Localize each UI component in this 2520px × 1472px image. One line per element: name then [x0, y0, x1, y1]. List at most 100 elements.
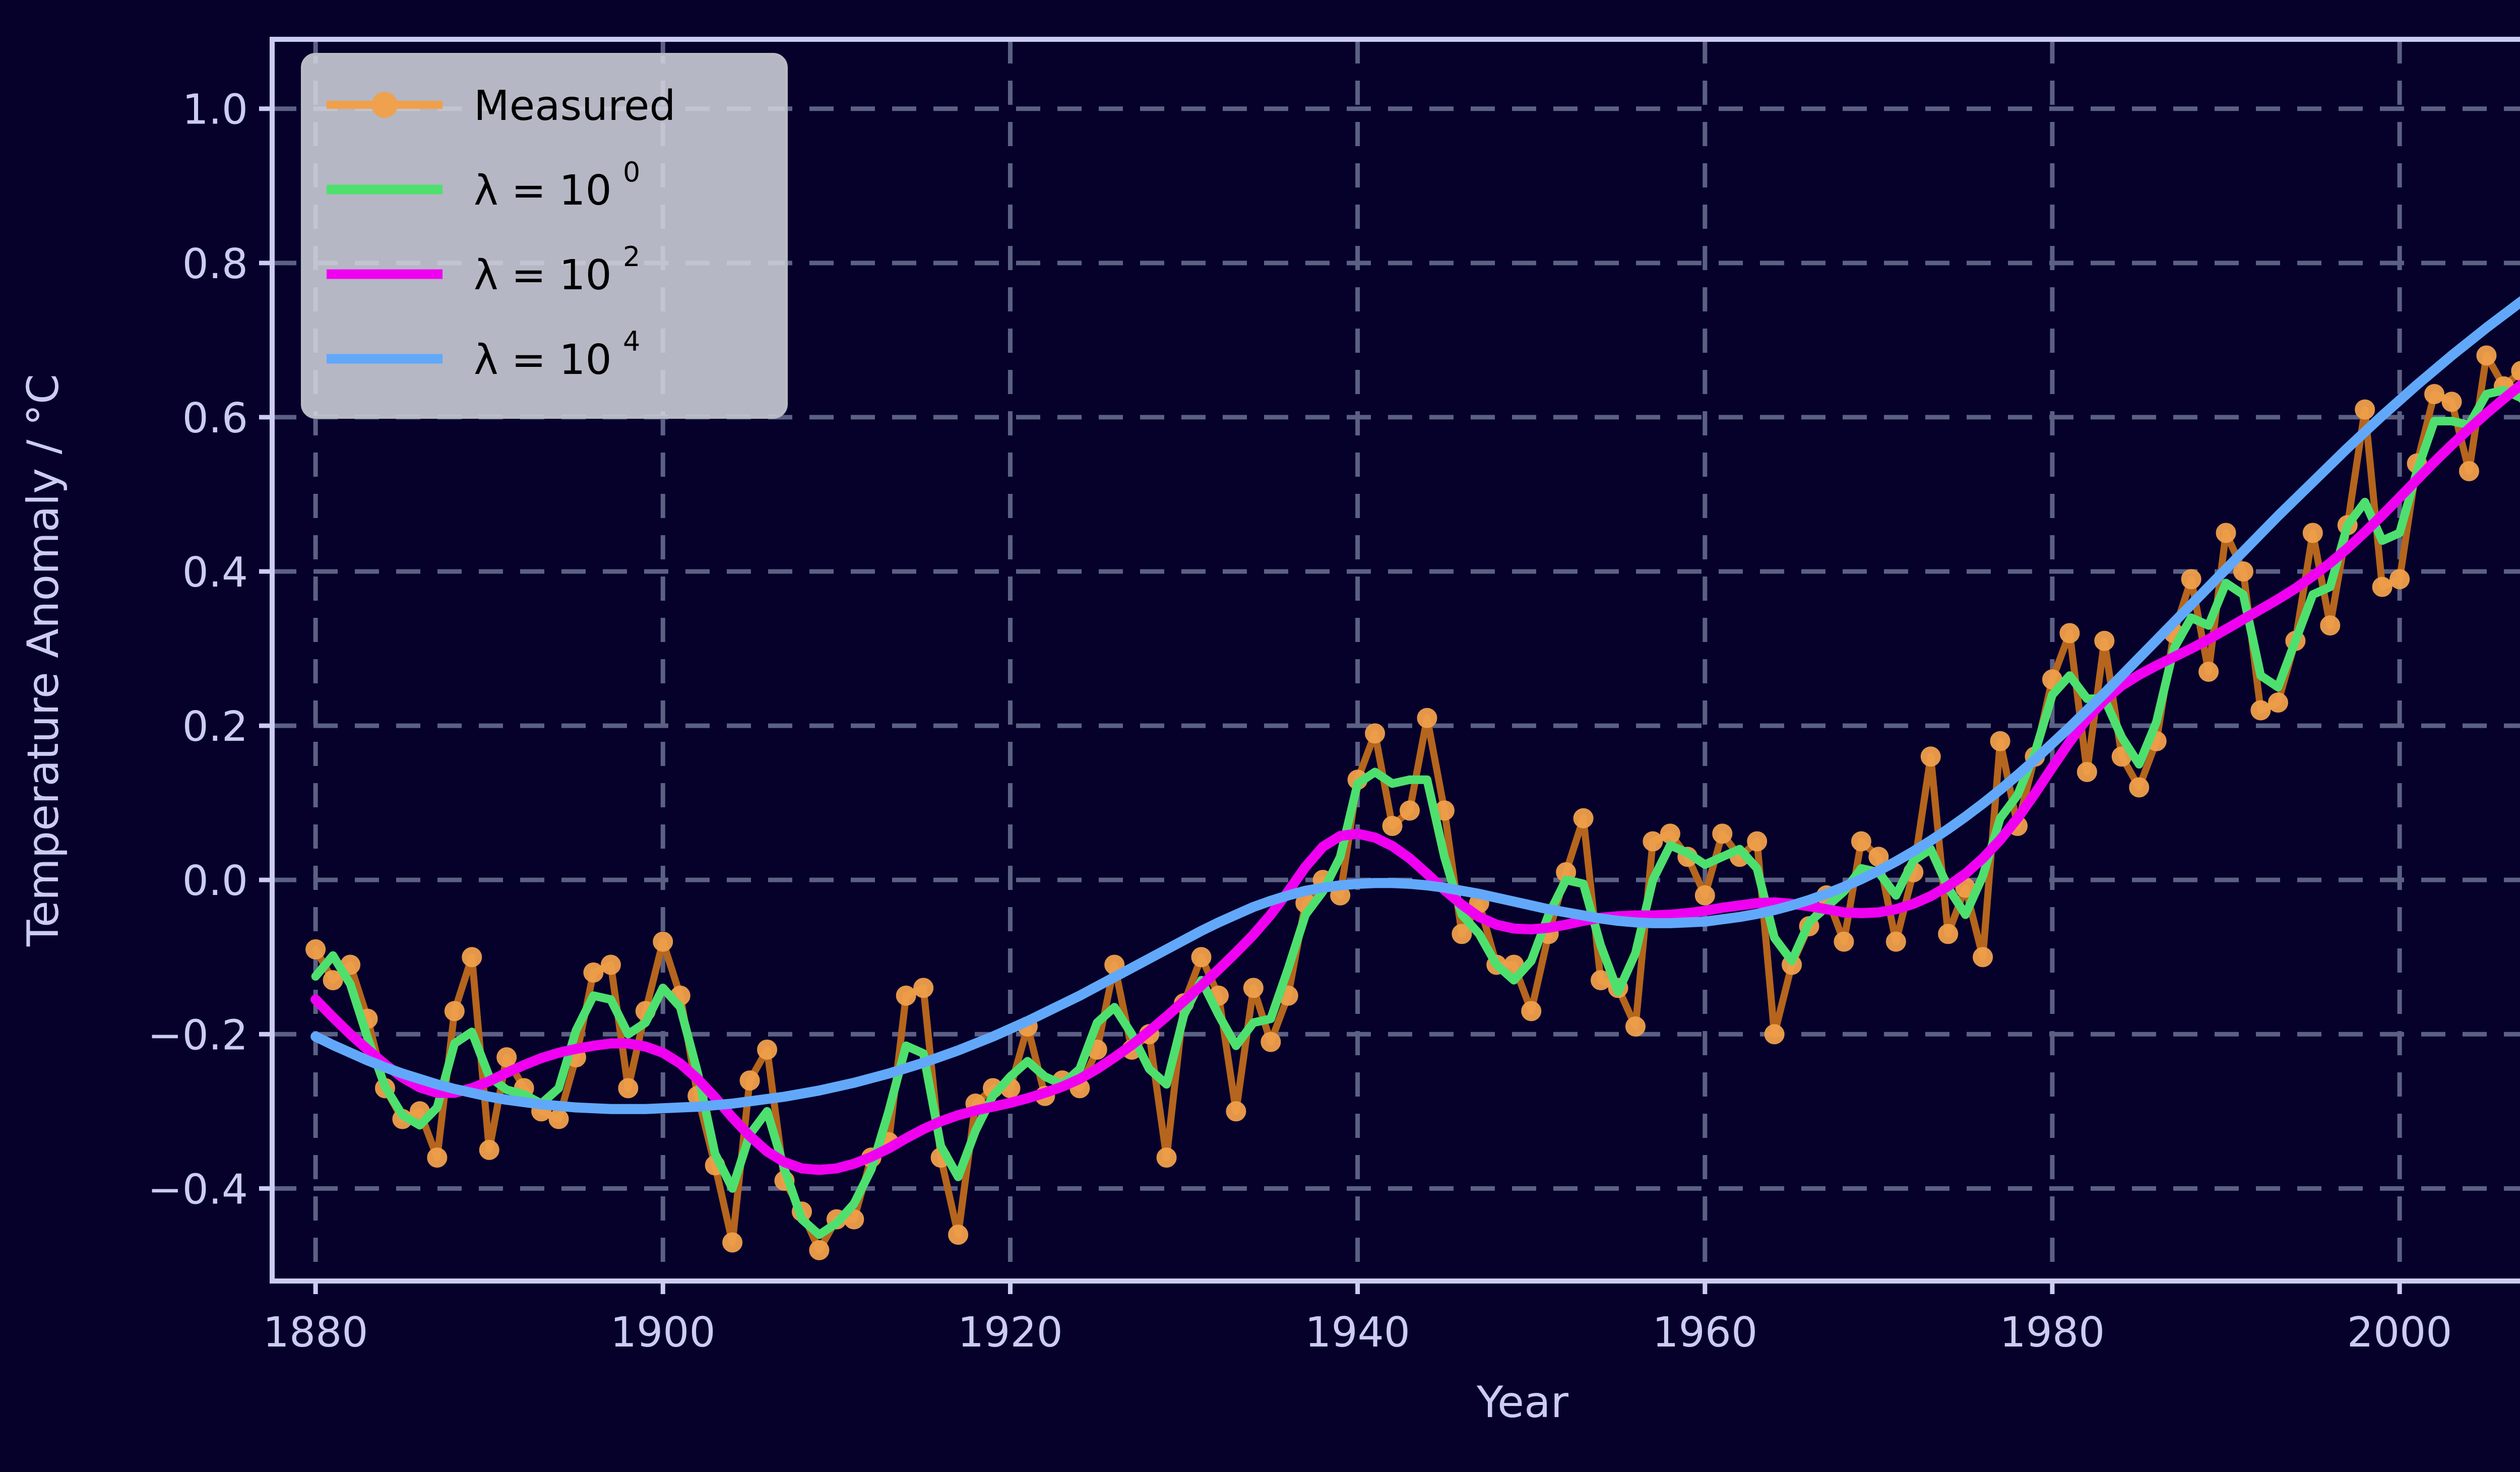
- data-point: [1973, 947, 1993, 968]
- data-point: [618, 1078, 639, 1099]
- xtick-label-2: 1920: [958, 1309, 1063, 1357]
- data-point: [2424, 384, 2445, 404]
- data-point: [2320, 615, 2341, 636]
- data-point: [2198, 661, 2219, 682]
- data-point: [444, 1001, 465, 1021]
- legend-box[interactable]: [301, 53, 788, 419]
- data-point: [2441, 392, 2462, 412]
- data-point: [323, 970, 343, 991]
- data-point: [1885, 931, 1906, 952]
- ytick-label-1: −0.2: [148, 1011, 248, 1059]
- legend-label-0: Measured: [474, 82, 676, 130]
- legend-item-0[interactable]: Measured: [327, 82, 676, 130]
- data-point: [2302, 523, 2323, 543]
- xtick-label-6: 2000: [2347, 1309, 2452, 1357]
- axis-ticks: [259, 106, 2402, 1294]
- data-point: [1764, 1024, 1785, 1045]
- data-point: [2233, 561, 2254, 582]
- data-point: [2511, 361, 2520, 381]
- data-point: [1660, 823, 1680, 844]
- data-point: [496, 1047, 517, 1068]
- data-point: [2250, 700, 2271, 721]
- data-point: [1747, 831, 1768, 852]
- data-point: [479, 1139, 499, 1160]
- data-point: [757, 1039, 778, 1060]
- x-axis-title: Year: [1476, 1377, 1569, 1428]
- data-point: [809, 1240, 830, 1260]
- data-point: [1261, 1032, 1281, 1052]
- y-axis-title: Temperature Anomaly / °C: [18, 374, 69, 947]
- data-point: [548, 1109, 569, 1129]
- series-lambda_1e0: [311, 386, 2520, 1239]
- axes-spines: [270, 37, 2520, 1284]
- series-lambda_1e4: [310, 296, 2520, 1114]
- data-point: [1400, 800, 1420, 821]
- data-point: [583, 962, 604, 983]
- ytick-label-4: 0.4: [182, 549, 248, 597]
- xtick-label-3: 1940: [1305, 1309, 1410, 1357]
- legend-item-3[interactable]: λ = 10 4: [327, 326, 640, 384]
- legend-item-2[interactable]: λ = 10 2: [327, 241, 640, 299]
- data-series-layer: [305, 296, 2520, 1260]
- data-point: [1834, 931, 1854, 952]
- data-point: [1382, 816, 1403, 837]
- data-point: [1452, 924, 1472, 944]
- data-point: [2476, 345, 2497, 366]
- data-point: [2389, 569, 2410, 590]
- data-point: [2059, 623, 2080, 644]
- legend-label-exponent-1: 0: [623, 156, 640, 188]
- data-point: [2076, 761, 2097, 782]
- legend-label-3: λ = 10: [474, 336, 612, 384]
- data-point: [1920, 746, 1941, 767]
- xtick-label-1: 1900: [610, 1309, 716, 1357]
- ytick-label-0: −0.4: [148, 1166, 248, 1213]
- legend-label-1: λ = 10: [474, 167, 612, 215]
- data-point: [2267, 692, 2288, 713]
- legend-marker-0: [371, 92, 398, 118]
- data-point: [1365, 723, 1385, 744]
- ytick-label-2: 0.0: [182, 857, 248, 905]
- axis-tick-labels: 18801900192019401960198020002020−0.4−0.2…: [148, 86, 2452, 1357]
- data-point: [2355, 399, 2375, 420]
- data-point: [2216, 523, 2236, 543]
- data-point: [653, 931, 673, 952]
- data-point: [2181, 569, 2201, 590]
- xtick-label-0: 1880: [263, 1309, 368, 1357]
- data-point: [1990, 731, 2010, 751]
- data-point: [427, 1147, 448, 1168]
- xtick-label-5: 1980: [2000, 1309, 2105, 1357]
- data-point: [896, 985, 916, 1006]
- data-point: [1851, 831, 1871, 852]
- data-point: [2372, 577, 2392, 597]
- data-point: [1712, 823, 1733, 844]
- data-point: [2094, 630, 2115, 651]
- ytick-label-3: 0.2: [182, 703, 248, 751]
- data-point: [1573, 808, 1594, 828]
- series-line-lambda_1e0: [311, 386, 2520, 1239]
- chart-legend[interactable]: Measured λ = 10 0 λ = 10 2 λ = 10 4: [301, 53, 788, 419]
- series-line-lambda_1e4: [310, 296, 2520, 1114]
- ytick-label-7: 1.0: [182, 86, 248, 134]
- ytick-label-6: 0.8: [182, 240, 248, 288]
- data-point: [1226, 1101, 1246, 1122]
- data-point: [722, 1232, 743, 1253]
- data-point: [2129, 777, 2150, 798]
- data-point: [739, 1070, 760, 1091]
- data-point: [305, 939, 326, 959]
- legend-label-exponent-2: 2: [623, 241, 640, 273]
- legend-label-exponent-3: 4: [623, 326, 640, 357]
- data-point: [462, 947, 482, 968]
- data-point: [1938, 924, 1959, 944]
- data-point: [1694, 885, 1715, 906]
- data-point: [2459, 461, 2479, 482]
- data-point: [1625, 1016, 1646, 1037]
- data-point: [1156, 1147, 1177, 1168]
- legend-item-1[interactable]: λ = 10 0: [327, 156, 640, 215]
- data-point: [913, 978, 934, 998]
- legend-label-2: λ = 10: [474, 251, 612, 299]
- data-point: [948, 1225, 969, 1245]
- data-point: [1643, 831, 1663, 852]
- data-point: [1191, 947, 1212, 968]
